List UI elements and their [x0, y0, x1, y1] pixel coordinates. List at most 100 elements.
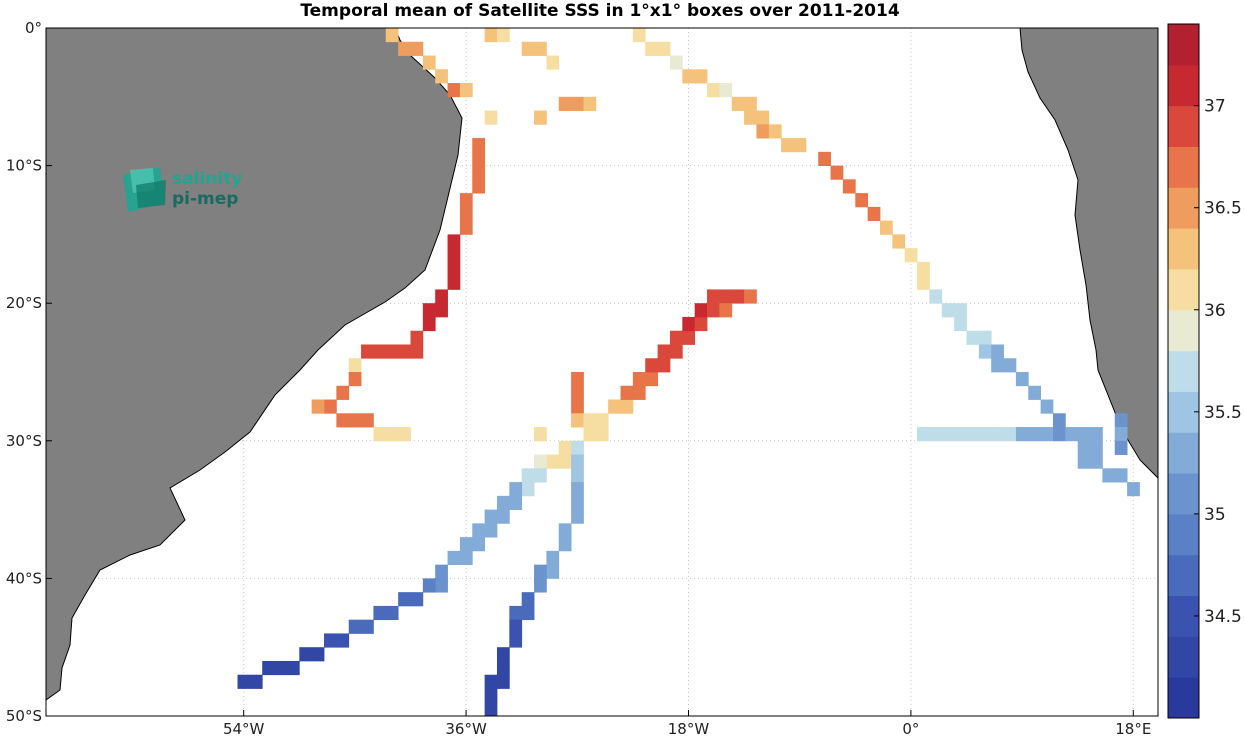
sss-cell-188 [1028, 427, 1042, 442]
sss-cell-36 [373, 344, 387, 359]
sss-cell-112 [262, 660, 275, 676]
sss-cell-143 [682, 69, 696, 84]
sss-cell-150 [756, 110, 770, 125]
sss-cell-127 [534, 578, 547, 593]
sss-cell-24 [447, 234, 461, 249]
sss-cell-85 [521, 482, 535, 497]
sss-cell-146 [719, 83, 733, 98]
colorbar-swatch-12 [1168, 187, 1199, 229]
sss-cells [237, 28, 1140, 716]
sss-cell-19 [472, 165, 486, 180]
colorbar-swatch-0 [1168, 677, 1199, 719]
sss-cell-192 [1077, 427, 1091, 442]
sss-cell-7 [484, 110, 498, 125]
xtick-label-0: 54°W [223, 720, 265, 738]
ytick-label-1: 10°S [6, 157, 42, 175]
sss-cell-44 [336, 413, 350, 428]
sss-cell-16 [583, 96, 597, 111]
sss-cell-179 [917, 427, 930, 442]
sss-cell-200 [1090, 454, 1103, 469]
colorbar-swatch-7 [1168, 391, 1199, 433]
sss-cell-4 [435, 69, 448, 84]
sss-cell-73 [707, 289, 720, 304]
sss-cell-12 [546, 55, 560, 70]
sss-cell-10 [521, 41, 535, 56]
sss-cell-164 [917, 275, 930, 290]
sss-cell-42 [311, 399, 325, 414]
sss-cell-71 [694, 303, 708, 318]
sss-cell-175 [1015, 372, 1029, 387]
sss-cell-56 [595, 427, 609, 442]
sss-cell-66 [669, 344, 683, 359]
ytick-label-3: 30°S [6, 432, 42, 450]
sss-cell-161 [892, 234, 906, 249]
sss-cell-52 [571, 413, 584, 428]
sss-cell-48 [398, 427, 411, 442]
sss-cell-132 [509, 633, 523, 648]
sss-cell-74 [719, 289, 733, 304]
sss-cell-167 [954, 303, 967, 318]
sss-cell-86 [509, 482, 523, 497]
sss-cell-41 [324, 399, 337, 414]
sss-cell-38 [348, 358, 362, 373]
sss-cell-147 [731, 96, 745, 111]
sss-cell-46 [373, 427, 387, 442]
sss-cell-67 [669, 330, 683, 345]
sss-cell-114 [237, 674, 251, 689]
colorbar-swatch-1 [1168, 636, 1199, 678]
colorbar-tick-label-0: 34.5 [1204, 607, 1242, 627]
latitude-ticks: 0° 10°S 20°S 30°S 40°S 50°S [6, 19, 52, 725]
sss-cell-120 [571, 495, 584, 510]
colorbar-swatch-10 [1168, 268, 1199, 311]
colorbar-tick-label-1: 35 [1204, 505, 1226, 525]
sss-cell-64 [657, 358, 671, 373]
sss-cell-9 [496, 28, 510, 43]
sss-cell-102 [385, 605, 399, 621]
sss-cell-32 [410, 330, 424, 345]
sss-cell-154 [793, 138, 807, 153]
sss-cell-148 [744, 96, 757, 111]
colorbar-tick-label-3: 36 [1204, 301, 1226, 321]
sss-cell-111 [274, 660, 288, 676]
colorbar-tick-label-5: 37 [1204, 97, 1226, 117]
sss-cell-141 [657, 41, 671, 56]
sss-cell-54 [595, 413, 609, 428]
sss-cell-176 [1028, 385, 1042, 400]
sss-cell-25 [447, 248, 461, 263]
sss-cell-160 [880, 220, 893, 235]
sss-cell-144 [694, 69, 708, 84]
sss-cell-151 [756, 124, 770, 139]
xtick-label-1: 36°W [445, 720, 487, 738]
sss-cell-62 [645, 372, 658, 387]
sss-cell-203 [1127, 482, 1140, 497]
xtick-label-3: 0° [902, 720, 919, 738]
sss-cell-35 [385, 344, 399, 359]
colorbar-swatches [1168, 24, 1199, 719]
sss-cell-166 [941, 303, 955, 318]
sss-cell-40 [336, 385, 350, 400]
sss-cell-31 [422, 316, 436, 332]
sss-cell-68 [682, 330, 696, 345]
sss-cell-55 [583, 427, 597, 442]
sss-cell-100 [410, 592, 424, 607]
sss-cell-190 [1052, 427, 1066, 442]
sss-cell-60 [632, 385, 646, 400]
ytick-label-2: 20°S [6, 294, 42, 312]
sss-cell-11 [534, 41, 547, 56]
sss-cell-50 [571, 385, 584, 400]
sss-cell-21 [459, 193, 473, 208]
logo-text-pimep: pi-mep [172, 189, 238, 209]
sss-cell-37 [361, 344, 374, 359]
sss-cell-165 [929, 289, 943, 304]
logo-text-salinity: salinity [172, 169, 242, 189]
sss-cell-170 [978, 330, 992, 345]
colorbar-swatch-14 [1168, 105, 1199, 147]
sss-cell-75 [731, 289, 745, 304]
sss-cell-39 [348, 372, 362, 387]
sss-cell-191 [1065, 427, 1079, 442]
sss-cell-119 [571, 482, 584, 497]
colorbar-swatch-16 [1168, 24, 1199, 66]
sss-cell-135 [496, 674, 510, 689]
sss-cell-130 [509, 605, 523, 621]
colorbar-tick-label-2: 35.5 [1204, 403, 1242, 423]
